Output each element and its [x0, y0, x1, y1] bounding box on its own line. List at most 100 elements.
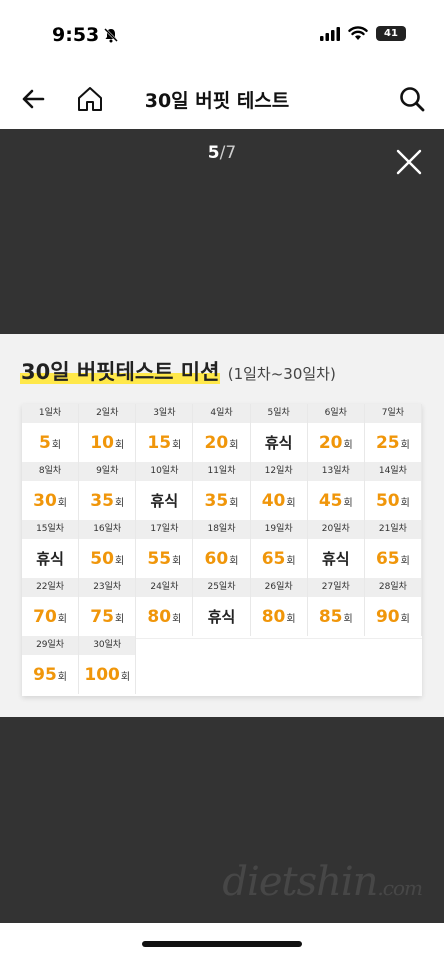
- day-value: 95회: [22, 655, 78, 694]
- rep-count: 25: [375, 433, 400, 453]
- battery-indicator: 41: [376, 26, 406, 41]
- day-value: 휴식: [308, 539, 364, 578]
- day-label: 21일차: [364, 520, 421, 539]
- day-value: 휴식: [251, 423, 307, 462]
- rep-count: 85: [318, 607, 343, 627]
- day-label: 6일차: [307, 404, 364, 423]
- empty-cells: [136, 638, 422, 696]
- rep-count: 15: [147, 433, 172, 453]
- rep-count: 80: [147, 607, 172, 627]
- watermark: dietshin.com: [222, 859, 423, 905]
- day-value: 50회: [79, 539, 135, 578]
- bell-muted-icon: [104, 28, 119, 43]
- rep-unit: 회: [343, 498, 353, 509]
- day-value: 85회: [308, 597, 364, 636]
- rep-count: 100: [84, 665, 120, 685]
- day-label: 25일차: [193, 578, 250, 597]
- day-value: 50회: [365, 481, 421, 520]
- home-indicator[interactable]: [142, 941, 302, 947]
- rep-unit: 회: [57, 672, 67, 683]
- day-value: 15회: [136, 423, 192, 462]
- day-cell: 13일차 45회: [307, 462, 365, 520]
- rep-count: 5: [39, 433, 51, 453]
- rep-unit: 회: [343, 614, 353, 625]
- search-button[interactable]: [396, 83, 428, 115]
- day-value: 20회: [308, 423, 364, 462]
- rep-count: 35: [90, 491, 114, 511]
- day-label: 28일차: [364, 578, 421, 597]
- day-cell: 26일차 80회: [250, 578, 308, 636]
- day-label: 7일차: [364, 404, 421, 423]
- page-title: 30일 버핏 테스트: [144, 90, 290, 112]
- day-cell: 21일차 65회: [364, 520, 422, 578]
- day-label: 18일차: [193, 520, 250, 539]
- rep-unit: 회: [57, 614, 67, 625]
- home-indicator-area: [0, 923, 444, 960]
- rep-count: 70: [33, 607, 57, 627]
- rep-count: 65: [375, 549, 400, 569]
- page-current: 5: [207, 143, 220, 163]
- day-cell: 11일차 35회: [193, 462, 251, 520]
- mission-heading: 30일 버핏테스트 미션 (1일차~30일차): [20, 356, 336, 386]
- close-button[interactable]: [394, 147, 424, 177]
- day-label: 10일차: [136, 462, 193, 481]
- rep-count: 60: [204, 549, 229, 569]
- watermark-suffix: .com: [377, 876, 423, 900]
- rep-unit: 회: [57, 498, 67, 509]
- rep-count: 50: [90, 549, 114, 569]
- rep-unit: 회: [114, 498, 125, 509]
- day-cell: 19일차 65회: [250, 520, 308, 578]
- rep-unit: 회: [286, 614, 296, 625]
- day-label: 24일차: [136, 578, 193, 597]
- watermark-text: dietshin: [222, 859, 378, 905]
- day-value: 70회: [22, 597, 78, 636]
- search-icon: [400, 87, 425, 112]
- rep-count: 35: [204, 491, 229, 511]
- day-value: 35회: [193, 481, 249, 520]
- rep-unit: 회: [229, 556, 239, 567]
- back-button[interactable]: [18, 84, 48, 114]
- home-button[interactable]: [74, 83, 106, 115]
- rest-text: 휴식: [36, 550, 64, 568]
- rep-unit: 회: [114, 614, 125, 625]
- image-viewer: 5/7 30일 버핏테스트 미션 (1일차~30일차) 1일차 5회 2일차 10회 3…: [0, 129, 444, 923]
- rep-count: 80: [261, 607, 286, 627]
- day-cell: 4일차 20회: [193, 404, 251, 462]
- rep-unit: 회: [229, 440, 239, 451]
- day-cell: 22일차 70회: [22, 578, 80, 636]
- day-cell: 8일차 30회: [22, 462, 80, 520]
- day-value: 휴식: [136, 481, 192, 520]
- day-label: 30일차: [79, 636, 136, 655]
- rep-unit: 회: [343, 440, 353, 451]
- day-label: 3일차: [136, 404, 193, 423]
- day-value: 휴식: [22, 539, 78, 578]
- day-value: 20회: [193, 423, 249, 462]
- day-label: 15일차: [22, 520, 79, 539]
- rep-unit: 회: [172, 556, 182, 567]
- rep-unit: 회: [286, 556, 296, 567]
- day-label: 23일차: [79, 578, 136, 597]
- rep-count: 90: [375, 607, 400, 627]
- rep-count: 65: [261, 549, 286, 569]
- rep-count: 30: [33, 491, 57, 511]
- rest-text: 휴식: [321, 550, 350, 568]
- day-value: 25회: [365, 423, 421, 462]
- day-cell: 30일차 100회: [79, 636, 137, 694]
- rep-count: 50: [375, 491, 400, 511]
- day-label: 14일차: [364, 462, 421, 481]
- day-label: 11일차: [193, 462, 250, 481]
- mission-title: 30일 버핏테스트 미션: [20, 360, 221, 384]
- day-label: 1일차: [22, 404, 79, 423]
- day-value: 45회: [308, 481, 364, 520]
- day-cell: 25일차 휴식: [193, 578, 251, 636]
- day-value: 80회: [251, 597, 307, 636]
- status-time: 9:53: [52, 24, 119, 46]
- rep-unit: 회: [172, 614, 182, 625]
- day-value: 40회: [251, 481, 307, 520]
- rep-count: 20: [318, 433, 343, 453]
- rep-count: 45: [318, 491, 343, 511]
- day-label: 27일차: [307, 578, 364, 597]
- page-total: 7: [225, 143, 237, 163]
- arrow-left-icon: [22, 89, 45, 109]
